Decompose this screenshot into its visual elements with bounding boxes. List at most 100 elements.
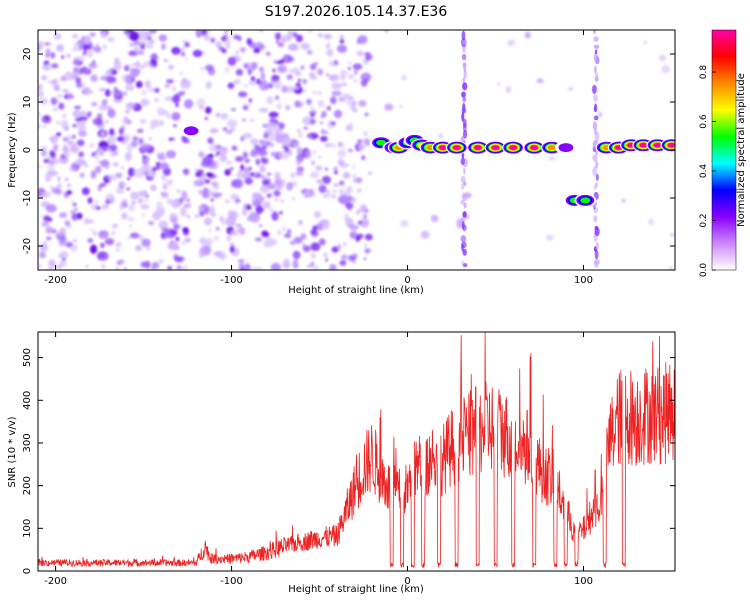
noise-speck [104,89,111,97]
noise-speck [288,69,293,73]
noise-speck [260,72,266,80]
noise-speck [138,137,144,145]
noise-speck [258,224,263,227]
noise-speck [330,194,337,199]
streak-speck [463,167,466,175]
noise-speck [339,34,345,39]
noise-speck [124,74,134,85]
noise-speck [111,223,118,229]
noise-speck [75,117,82,122]
noise-speck [302,79,307,84]
noise-speck [319,121,324,125]
colorbar: 0.0 0.2 0.4 0.6 0.8 Normalized spectral ampl… [699,29,747,278]
streak-speck [460,235,467,243]
noise-speck [246,38,252,46]
noise-speck [221,221,226,226]
noise-speck [82,68,92,75]
noise-speck [127,177,131,180]
noise-speck [64,220,71,226]
noise-speck [61,113,67,119]
colorbar-tick-label: 0.0 [699,263,709,278]
noise-speck [347,148,354,153]
noise-speck [75,60,80,64]
noise-speck [52,78,59,85]
noise-speck [438,133,443,139]
noise-speck [41,221,50,227]
noise-speck [273,151,278,155]
noise-speck [202,156,214,166]
noise-speck [311,262,315,266]
noise-speck [318,238,326,246]
noise-speck [221,147,227,151]
noise-speck [313,265,319,270]
noise-speck [240,136,245,142]
signal-blob [180,124,203,138]
noise-speck [338,180,345,186]
noise-layer [38,30,674,270]
noise-speck [356,39,361,45]
noise-speck [281,226,287,231]
noise-speck [140,64,145,69]
signal-blob-ring [580,197,591,204]
noise-speck [139,42,146,50]
noise-speck [78,45,83,51]
snr-xtick-label: 0 [404,576,410,587]
noise-speck [70,210,76,215]
noise-speck [202,204,206,208]
noise-speck [317,155,322,159]
noise-speck [166,198,173,205]
noise-speck [175,236,180,242]
noise-speck [76,139,85,147]
noise-speck [300,233,307,240]
noise-speck [41,115,52,124]
noise-speck [144,198,149,202]
noise-speck [267,183,276,190]
signal-blob-ring [653,142,662,148]
noise-speck [350,198,357,203]
noise-speck [322,252,328,258]
noise-speck [244,83,248,88]
noise-speck [310,105,315,111]
noise-speck [48,137,53,141]
noise-speck [163,59,168,62]
noise-speck [291,197,295,201]
noise-speck [364,233,373,241]
noise-speck [184,42,190,48]
noise-speck [56,44,65,52]
noise-speck [321,222,330,230]
noise-speck [505,86,511,94]
noise-speck [141,205,145,210]
noise-speck [173,124,177,127]
noise-speck [333,60,339,65]
signal-blob-ring [491,145,500,150]
noise-speck [123,116,129,121]
noise-speck [166,179,173,186]
streak-speck [594,49,598,55]
noise-speck [57,183,62,189]
noise-speck [497,82,501,86]
noise-speck [294,70,302,77]
noise-speck [90,90,93,94]
noise-speck [182,265,188,270]
streak-speck [462,96,467,103]
noise-speck [38,84,43,91]
noise-speck [84,164,89,168]
noise-speck [215,227,220,231]
noise-speck [181,135,188,143]
noise-speck [349,231,358,239]
noise-speck [209,144,219,152]
noise-speck [198,203,210,214]
noise-speck [648,218,654,226]
noise-speck [249,118,254,123]
noise-speck [105,69,113,78]
noise-speck [197,31,202,34]
streak-speck [594,65,597,74]
noise-speck [210,37,216,43]
streak-speck [595,72,599,83]
noise-speck [357,188,362,193]
noise-speck [93,151,98,156]
noise-speck [159,119,164,127]
noise-speck [339,260,347,266]
noise-speck [337,149,347,158]
noise-speck [275,32,282,41]
